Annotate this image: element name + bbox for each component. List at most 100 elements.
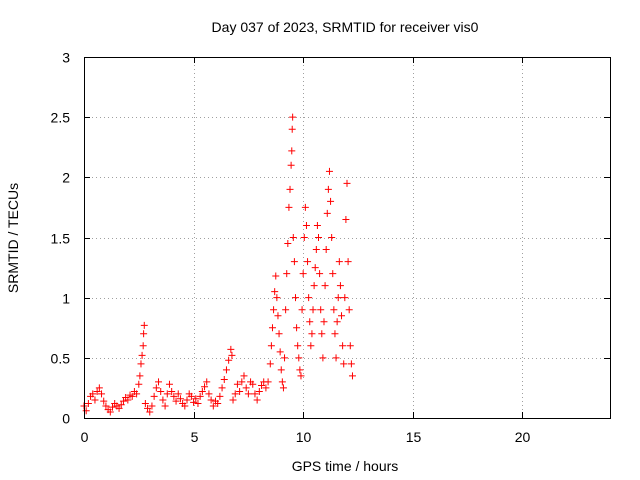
- chart-title: Day 037 of 2023, SRMTID for receiver vis…: [212, 19, 479, 35]
- data-point: [124, 396, 132, 404]
- data-point: [276, 348, 284, 356]
- data-point: [240, 372, 248, 380]
- data-point: [201, 383, 209, 391]
- data-point: [161, 402, 169, 410]
- data-point: [273, 294, 281, 302]
- data-point: [133, 390, 141, 398]
- data-point: [335, 258, 343, 266]
- data-point: [296, 366, 304, 374]
- data-point: [300, 234, 308, 241]
- data-point: [287, 161, 295, 169]
- data-point: [336, 282, 344, 290]
- data-point: [82, 407, 90, 415]
- data-point: [253, 396, 261, 404]
- data-point: [100, 397, 108, 405]
- data-point: [284, 240, 292, 248]
- data-point: [311, 264, 319, 272]
- data-point: [139, 342, 147, 350]
- data-point: [274, 312, 282, 320]
- data-point: [325, 167, 333, 175]
- data-point: [332, 354, 340, 362]
- data-point: [288, 147, 296, 155]
- data-point: [136, 372, 144, 380]
- data-point: [317, 306, 325, 314]
- data-point: [140, 321, 148, 329]
- data-point: [281, 354, 289, 362]
- data-point: [309, 306, 317, 314]
- data-point: [174, 390, 182, 398]
- data-point: [236, 388, 244, 396]
- data-point: [262, 384, 270, 392]
- y-tick-label: 0.5: [51, 351, 71, 367]
- data-point: [315, 234, 323, 241]
- data-point: [255, 388, 263, 396]
- data-point: [327, 197, 335, 205]
- data-point: [283, 270, 291, 278]
- data-point: [137, 360, 145, 368]
- data-point: [334, 294, 342, 302]
- data-point: [313, 221, 321, 229]
- data-point: [168, 388, 176, 396]
- data-point: [291, 294, 299, 302]
- data-point: [320, 318, 328, 326]
- data-point: [218, 384, 226, 392]
- data-point: [271, 288, 279, 296]
- data-point: [84, 400, 92, 408]
- data-point: [268, 324, 276, 332]
- data-point: [328, 234, 336, 241]
- x-tick-label: 20: [515, 429, 531, 445]
- data-point: [117, 401, 125, 409]
- grid: [84, 57, 610, 418]
- data-point: [214, 400, 222, 408]
- data-point: [279, 384, 287, 392]
- data-point: [343, 179, 351, 187]
- data-point: [344, 258, 352, 266]
- data-point: [187, 392, 195, 400]
- data-point: [251, 390, 259, 398]
- data-point: [183, 396, 191, 404]
- data-point: [222, 366, 230, 374]
- data-point: [196, 392, 204, 400]
- data-point: [289, 234, 297, 241]
- data-point: [141, 400, 149, 408]
- data-point: [307, 342, 315, 350]
- data-point: [302, 221, 310, 229]
- x-tick-label: 0: [81, 429, 89, 445]
- data-point: [305, 294, 313, 302]
- y-tick-label: 0: [62, 411, 70, 427]
- data-point: [150, 392, 158, 400]
- data-point: [152, 384, 160, 392]
- data-point: [148, 402, 156, 410]
- data-point: [194, 400, 202, 408]
- data-point: [106, 408, 114, 416]
- data-point: [333, 318, 341, 326]
- data-point: [242, 384, 250, 392]
- y-tick-label: 2: [62, 170, 70, 186]
- data-point: [181, 402, 189, 410]
- data-point: [138, 351, 146, 359]
- y-tick-label: 1: [62, 291, 70, 307]
- data-point: [346, 342, 354, 350]
- data-point: [159, 396, 167, 404]
- data-point: [95, 384, 103, 392]
- data-point: [115, 404, 123, 412]
- data-point: [98, 390, 106, 398]
- data-point: [275, 330, 283, 338]
- y-tick-label: 2.5: [51, 110, 71, 126]
- data-point: [345, 306, 353, 314]
- data-point: [198, 388, 206, 396]
- data-point: [146, 408, 154, 416]
- data-point: [312, 246, 320, 254]
- data-points: [80, 113, 356, 416]
- y-axis-label: SRMTID / TECUs: [5, 183, 21, 293]
- data-point: [258, 382, 266, 390]
- data-point: [348, 372, 356, 380]
- data-point: [288, 125, 296, 133]
- data-point: [342, 215, 350, 223]
- data-point: [170, 392, 178, 400]
- data-point: [244, 390, 252, 398]
- data-point: [347, 360, 355, 368]
- x-axis-label: GPS time / hours: [292, 458, 399, 474]
- data-point: [331, 330, 339, 338]
